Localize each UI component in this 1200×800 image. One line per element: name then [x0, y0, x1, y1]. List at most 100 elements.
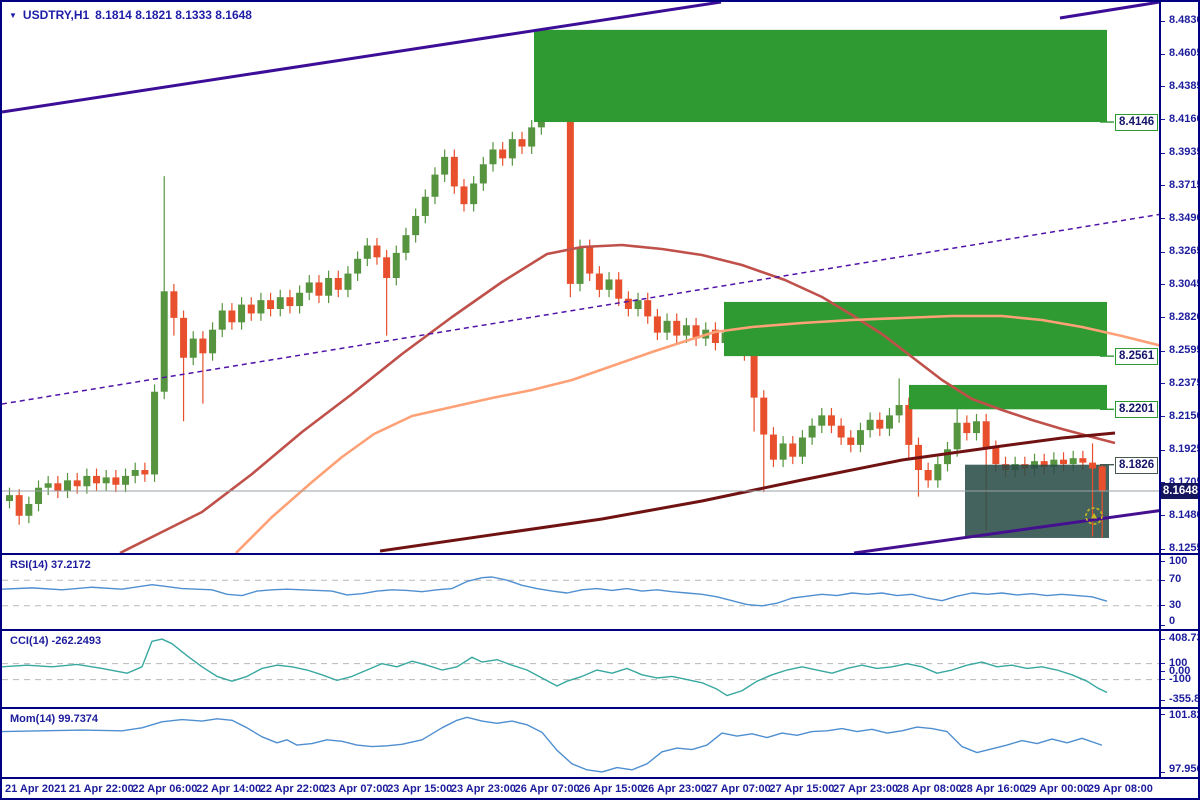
- candle-body: [286, 297, 294, 307]
- candle-body: [866, 419, 874, 431]
- indicator-axis-label: -100: [1169, 672, 1192, 685]
- indicator-axis-label: 70: [1169, 573, 1182, 586]
- momentum-canvas[interactable]: [2, 709, 1159, 777]
- candle-body: [218, 310, 226, 330]
- upper-channel-line: [2, 2, 722, 114]
- price-axis-label: 8.1480: [1169, 508, 1200, 521]
- price-axis-tick: [1161, 251, 1165, 253]
- candle-body: [837, 425, 845, 438]
- price-callout-8.4146: 8.4146: [1115, 114, 1159, 132]
- candle-body: [54, 483, 62, 491]
- momentum-axis[interactable]: 101.8203 97.956: [1161, 709, 1198, 777]
- candle-body: [528, 127, 536, 147]
- candle-body: [334, 277, 342, 290]
- price-axis-tick: [1161, 548, 1165, 550]
- candle-body: [470, 183, 478, 205]
- indicator-axis-tick: [1161, 560, 1165, 562]
- momentum-panel[interactable]: Mom(14) 99.7374: [2, 709, 1159, 777]
- signal-marker-icon: [1085, 507, 1103, 525]
- indicator-axis-tick: [1161, 671, 1165, 673]
- candle-body: [73, 480, 81, 487]
- price-axis-label: 8.4160: [1169, 112, 1200, 125]
- main-chart-panel[interactable]: ▼ USDTRY,H1 8.1814 8.1821 8.1333 8.1648: [2, 2, 1159, 553]
- indicator-axis-tick: [1161, 663, 1165, 665]
- candle-body: [460, 186, 468, 205]
- price-axis-label: 8.3045: [1169, 277, 1200, 290]
- candle-body: [905, 405, 913, 445]
- ma-fast-crimson: [119, 243, 1116, 553]
- price-axis-tick: [1161, 119, 1165, 121]
- candle-body: [363, 245, 371, 259]
- price-callout-8.1826: 8.1826: [1115, 456, 1159, 474]
- candle-body: [663, 320, 671, 333]
- panel-separator[interactable]: [2, 553, 1198, 555]
- panel-separator[interactable]: [2, 707, 1198, 709]
- rsi-axis[interactable]: 100 70 30 0: [1161, 555, 1198, 629]
- candle-body: [228, 310, 236, 323]
- candle-body: [315, 282, 323, 296]
- panel-separator[interactable]: [2, 777, 1198, 779]
- candle-body: [818, 415, 826, 426]
- candle-body: [644, 300, 652, 317]
- price-axis-tick: [1161, 53, 1165, 55]
- candle-body: [924, 470, 932, 481]
- candle-body: [64, 480, 72, 491]
- price-axis-tick: [1161, 449, 1165, 451]
- price-callout-8.2201: 8.2201: [1115, 401, 1159, 419]
- candle-body: [798, 437, 806, 457]
- indicator-axis-tick: [1161, 699, 1165, 701]
- collapse-triangle-icon[interactable]: ▼: [9, 10, 17, 20]
- time-axis[interactable]: 21 Apr 2021 21 Apr 22:00 22 Apr 06:00 22 Ap…: [2, 779, 1198, 798]
- candle-body: [673, 320, 681, 336]
- candle-body: [354, 258, 362, 274]
- time-axis-label: 29 Apr 08:00: [1087, 783, 1153, 795]
- candle-body: [808, 425, 816, 438]
- indicator-axis-label: -355.8491: [1169, 693, 1200, 705]
- rsi-panel[interactable]: RSI(14) 37.2172: [2, 555, 1159, 629]
- candle-body: [615, 279, 623, 299]
- candle-body: [305, 282, 313, 293]
- candle-body: [856, 430, 864, 445]
- candle-body: [93, 475, 101, 484]
- candle-body: [943, 449, 951, 465]
- cci-panel[interactable]: CCI(14) -262.2493: [2, 631, 1159, 707]
- candle-body: [769, 434, 777, 460]
- candle-body: [267, 300, 275, 310]
- candle-body: [344, 273, 352, 290]
- upper-channel-line-right: [1059, 2, 1159, 20]
- candle-body: [25, 503, 33, 516]
- price-axis-label: 8.1255: [1169, 542, 1200, 555]
- price-axis[interactable]: 8.4830 8.4605 8.4385 8.4160 8.3935 8.3715 8.34…: [1161, 2, 1200, 555]
- price-axis-tick: [1161, 350, 1165, 352]
- chart-title: ▼ USDTRY,H1 8.1814 8.1821 8.1333 8.1648: [9, 8, 252, 22]
- candle-body: [1098, 466, 1106, 491]
- time-axis-label: 28 Apr 08:00: [896, 783, 962, 795]
- candle-body: [450, 156, 458, 187]
- candle-body: [1089, 462, 1097, 469]
- candle-body: [499, 149, 507, 159]
- indicator-axis-label: 100: [1169, 656, 1188, 669]
- ma-slow-salmon: [235, 314, 1159, 553]
- time-axis-label: 28 Apr 16:00: [960, 783, 1026, 795]
- candle-body: [383, 257, 391, 278]
- price-callout-8.1648: 8.1648: [1161, 482, 1199, 499]
- panel-separator[interactable]: [2, 629, 1198, 631]
- candle-body: [789, 443, 797, 457]
- lower-purple-trendline: [853, 509, 1159, 553]
- price-axis-label: 8.4385: [1169, 79, 1200, 92]
- candle-body: [189, 338, 197, 358]
- candle-body: [653, 316, 661, 333]
- main-chart-canvas[interactable]: [2, 2, 1159, 553]
- rsi-canvas[interactable]: [2, 555, 1159, 629]
- indicator-axis-label: 101.8203: [1169, 709, 1198, 721]
- candle-body: [44, 483, 52, 488]
- candle-body: [692, 325, 700, 339]
- candle-body: [934, 464, 942, 481]
- time-axis-label: 21 Apr 2021: [5, 783, 67, 795]
- candle-body: [634, 300, 642, 310]
- cci-canvas[interactable]: [2, 631, 1159, 707]
- maroon-support-line: [379, 431, 1116, 553]
- price-axis-label: 8.3935: [1169, 146, 1200, 159]
